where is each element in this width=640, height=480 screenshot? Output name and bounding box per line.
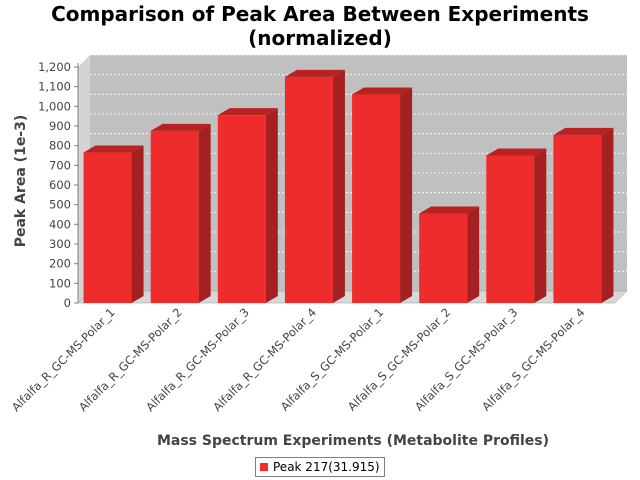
bar [150,123,211,304]
y-tick-label: 400 [49,217,71,231]
bars [83,69,614,304]
chart-title-line-2: (normalized) [248,26,392,50]
y-tick-label: 1,200 [38,60,71,74]
y-tick-label: 700 [49,158,71,172]
bar-top [83,145,144,153]
bar [486,148,547,303]
bar-side [131,145,144,303]
y-tick-label: 600 [49,178,71,192]
x-axis-title: Mass Spectrum Experiments (Metabolite Pr… [157,433,549,449]
y-tick-label: 200 [49,257,71,271]
bar-side [601,127,614,303]
bar-side [332,69,345,303]
chart-title-line-1: Comparison of Peak Area Between Experime… [51,2,589,26]
y-tick-label: 500 [49,198,71,212]
bar-side [265,108,278,303]
y-tick-label: 300 [49,237,71,251]
bar [83,145,144,303]
bar-front [553,134,602,303]
bar-side [467,206,480,303]
bar [284,69,345,303]
y-axis-title: Peak Area (1e-3) [13,115,29,248]
bar-front [217,115,266,303]
bar-top [419,206,480,214]
bar [217,108,278,303]
bar-front [352,94,401,304]
bar-top [150,123,211,131]
y-tick-label: 1,000 [38,99,71,113]
legend-label: Peak 217(31.915) [273,460,380,474]
y-tick-label: 900 [49,119,71,133]
legend-swatch [260,463,268,471]
bar [419,206,480,303]
bar-top [284,69,345,77]
bar-top [553,127,614,135]
bar-front [284,76,333,303]
chart-title: Comparison of Peak Area Between Experime… [0,2,640,50]
bar-front [83,152,132,303]
bar [553,127,614,303]
bar-top [486,148,547,156]
y-tick-label: 100 [49,276,71,290]
bar-side [534,148,547,303]
bar-side [400,87,413,304]
bar-top [217,108,278,116]
bar-front [150,130,199,303]
y-tick-label: 1,100 [38,80,71,94]
y-tick-label: 0 [64,296,71,310]
bar-side [198,123,211,304]
bar-front [486,155,535,303]
bar-top [352,87,413,95]
bar [352,87,413,304]
y-tick-label: 800 [49,139,71,153]
legend: Peak 217(31.915) [255,457,385,477]
bar-front [419,213,468,303]
